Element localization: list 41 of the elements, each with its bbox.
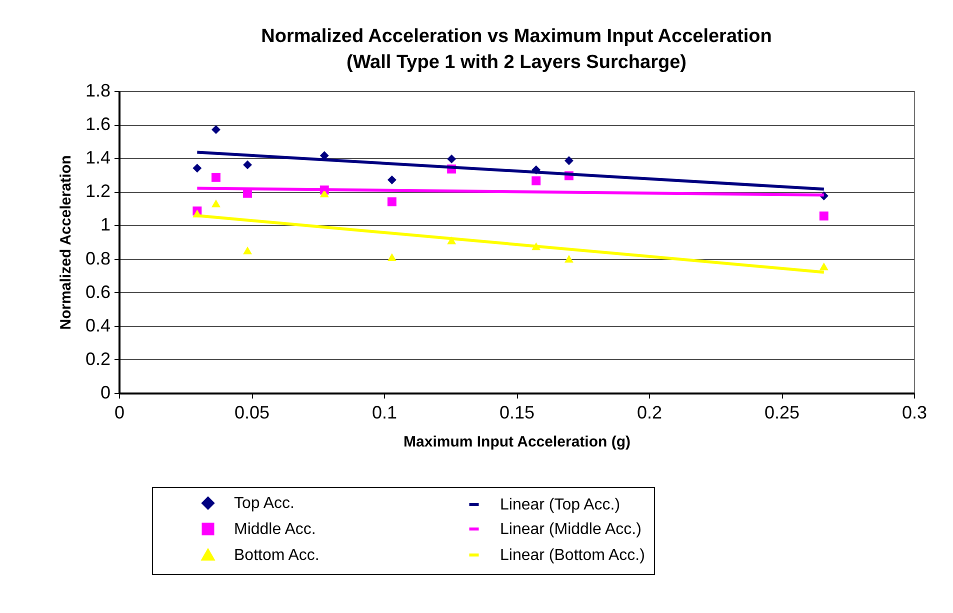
point — [243, 246, 252, 254]
x-tick-label: 0.05 — [234, 402, 270, 422]
point — [212, 125, 220, 134]
x-tick-label: 0.2 — [636, 402, 662, 422]
x-tick-label: 0.1 — [372, 402, 398, 422]
point — [212, 200, 220, 208]
point — [564, 156, 574, 166]
legend-label: Top Acc. — [234, 495, 294, 512]
point — [819, 212, 828, 220]
y-tick-label: 1 — [100, 214, 110, 235]
point — [212, 172, 220, 182]
x-tick-label: 0 — [114, 402, 125, 422]
y-tick-label: 0.6 — [85, 282, 110, 302]
point — [192, 164, 202, 173]
legend-label: Bottom Acc. — [234, 547, 320, 564]
x-tick-label: 0.15 — [499, 402, 535, 422]
y-tick-label: 0.8 — [85, 248, 110, 268]
y-tick-label: 0 — [100, 382, 110, 402]
point — [387, 175, 396, 184]
legend-label: Middle Acc. — [234, 521, 316, 538]
chart-title: Normalized Acceleration vs Maximum Input Acceleration (Wall Type 1 with 2 Layers Surcharge) — [261, 26, 772, 73]
point — [532, 176, 541, 186]
point — [447, 154, 456, 164]
y-axis-title: Normalized Acceleration — [57, 155, 74, 330]
y-tick-label: 1.4 — [85, 148, 110, 168]
y-tick-label: 1.2 — [85, 181, 110, 202]
x-tick-label: 0.25 — [764, 402, 800, 422]
y-tick-label: 1.6 — [85, 114, 110, 134]
y-tick-label: 1.8 — [85, 80, 110, 100]
point — [387, 197, 396, 206]
x-axis-title: Maximum Input Acceleration (g) — [404, 434, 630, 450]
legend-label: Linear (Top Acc.) — [500, 496, 620, 514]
x-tick-label: 0.3 — [902, 402, 928, 422]
point — [819, 262, 828, 270]
point — [387, 253, 396, 261]
y-tick-label: 0.2 — [85, 348, 110, 369]
legend-label: Linear (Middle Acc.) — [500, 521, 642, 538]
legend-label: Linear (Bottom Acc.) — [500, 547, 645, 564]
point — [243, 160, 252, 170]
point — [564, 254, 574, 263]
y-tick-label: 0.4 — [85, 315, 110, 336]
